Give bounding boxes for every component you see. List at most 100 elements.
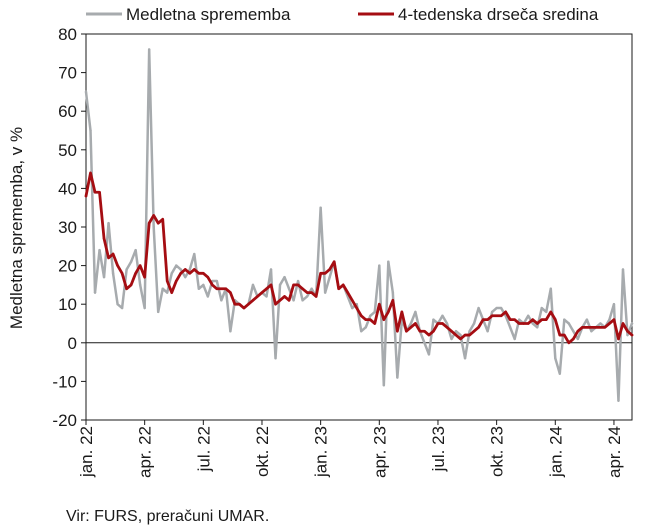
data-point — [274, 303, 277, 306]
data-point — [188, 272, 191, 275]
data-point — [220, 287, 223, 290]
data-point — [328, 268, 331, 271]
data-point — [143, 306, 146, 310]
data-point — [256, 295, 259, 298]
data-point — [463, 357, 467, 360]
data-point — [301, 287, 304, 290]
data-point — [481, 318, 485, 321]
data-point — [382, 318, 386, 321]
x-tick-label: jan. 23 — [312, 426, 331, 478]
data-point — [508, 326, 512, 329]
data-point — [305, 291, 309, 294]
data-point — [585, 326, 589, 329]
data-point — [490, 314, 494, 317]
data-point — [89, 171, 92, 175]
data-point — [418, 330, 422, 333]
data-point — [499, 314, 503, 317]
data-point — [400, 310, 404, 314]
data-point — [247, 303, 250, 306]
data-point — [296, 279, 300, 283]
data-point — [477, 326, 480, 329]
plot-area: -20 -10 0 10 20 30 40 50 60 70 80 jan. 22 apr. 22 jul… — [52, 25, 634, 478]
data-point — [612, 318, 616, 321]
data-point — [599, 322, 602, 325]
data-point — [617, 337, 620, 341]
data-point — [166, 291, 169, 294]
data-point — [612, 303, 616, 306]
data-point — [125, 268, 128, 271]
data-point — [608, 322, 611, 325]
data-point — [373, 322, 376, 325]
data-point — [590, 330, 593, 333]
data-point — [346, 291, 349, 294]
data-point — [617, 399, 620, 402]
data-point — [373, 310, 376, 314]
data-point — [545, 318, 548, 321]
data-point — [513, 337, 516, 341]
data-point — [504, 310, 507, 314]
data-point — [522, 322, 525, 325]
data-point — [486, 318, 489, 321]
data-point — [576, 330, 580, 333]
data-point — [184, 275, 187, 279]
data-point — [445, 322, 449, 325]
data-point — [382, 384, 386, 387]
data-point — [107, 221, 110, 225]
data-point — [202, 283, 205, 287]
data-point — [84, 194, 88, 198]
data-point — [472, 322, 476, 325]
data-point — [364, 326, 367, 329]
data-point — [328, 275, 331, 279]
y-axis-title-group: Medletna sprememba, v % — [7, 127, 26, 329]
data-point — [351, 306, 354, 310]
data-point — [314, 295, 318, 298]
data-point — [296, 283, 300, 287]
data-point — [188, 268, 191, 271]
data-point — [138, 264, 142, 267]
data-point — [414, 322, 417, 325]
data-point — [427, 353, 431, 356]
data-point — [355, 306, 358, 310]
data-point — [170, 272, 173, 275]
data-point — [89, 129, 92, 132]
legend-label-1: 4-tedenska drseča sredina — [398, 5, 599, 24]
data-point — [319, 272, 322, 275]
y-tick-label: 50 — [58, 141, 77, 160]
data-point — [134, 272, 137, 275]
data-point — [594, 326, 598, 329]
data-point — [549, 287, 552, 290]
series-line-0 — [84, 48, 634, 402]
data-point — [107, 256, 110, 260]
data-point — [499, 306, 503, 310]
data-point — [179, 272, 182, 275]
data-point — [540, 306, 543, 310]
data-point — [138, 283, 142, 287]
x-tick-label: apr. 24 — [605, 426, 624, 478]
plot-frame — [85, 33, 633, 421]
data-point — [527, 322, 530, 325]
data-point — [93, 191, 97, 194]
data-point — [626, 330, 629, 333]
data-point — [269, 268, 273, 271]
x-tick-label: okt. 23 — [488, 426, 507, 477]
data-point — [463, 333, 467, 337]
data-point — [621, 322, 625, 325]
data-point — [152, 225, 155, 229]
data-point — [193, 252, 196, 256]
data-point — [233, 303, 237, 306]
data-point — [490, 310, 494, 314]
data-point — [274, 357, 277, 360]
y-tick-label: -10 — [52, 372, 77, 391]
data-point — [184, 268, 187, 271]
data-point — [468, 330, 471, 333]
data-point — [120, 272, 124, 275]
data-point — [84, 90, 88, 94]
data-point — [179, 268, 182, 271]
data-point — [102, 237, 106, 240]
data-point — [215, 287, 219, 290]
data-point — [332, 260, 336, 263]
data-point — [193, 268, 196, 271]
data-point — [206, 275, 210, 279]
legend-label-0: Medletna sprememba — [126, 5, 291, 24]
data-point — [251, 299, 255, 302]
